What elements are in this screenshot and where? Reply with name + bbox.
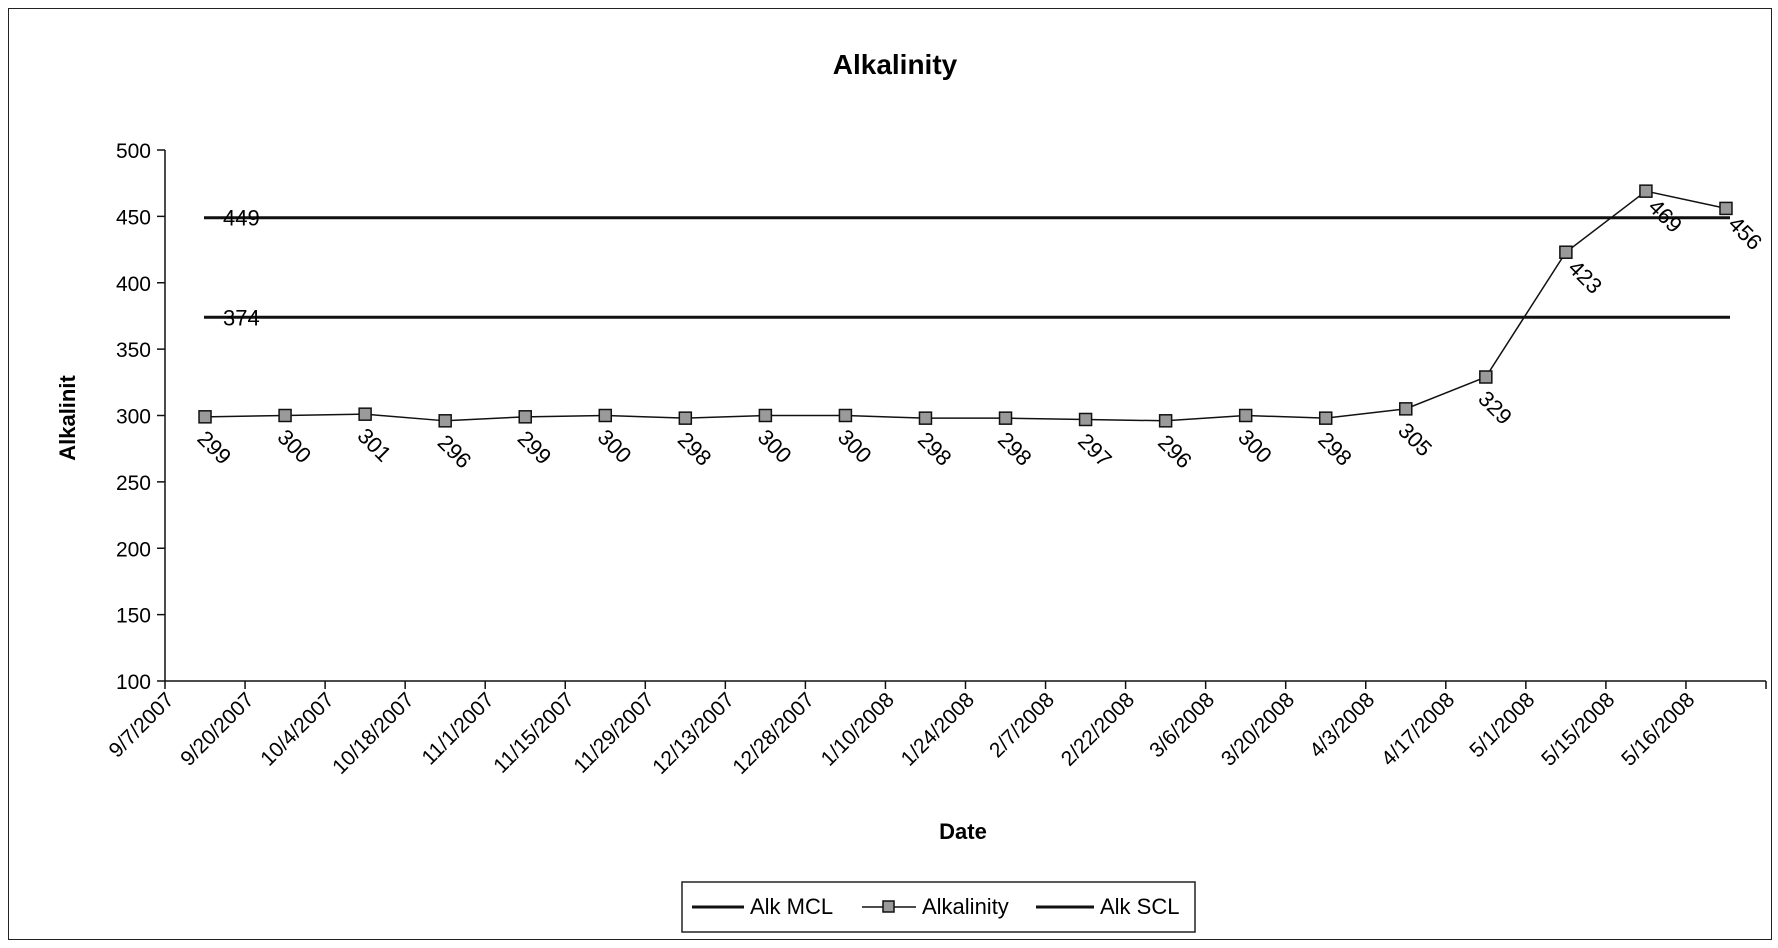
y-tick-label: 450 bbox=[116, 206, 151, 229]
alkalinity-marker bbox=[1480, 371, 1492, 383]
legend-label-alk-scl: Alk SCL bbox=[1100, 894, 1179, 919]
x-tick-label: 3/20/2008 bbox=[1217, 688, 1299, 770]
alkalinity-data-label: 423 bbox=[1563, 255, 1607, 299]
x-tick-label: 12/13/2007 bbox=[648, 688, 739, 779]
alkalinity-data-label: 300 bbox=[833, 424, 877, 468]
x-tick-label: 2/22/2008 bbox=[1057, 688, 1139, 770]
legend-marker-alkalinity bbox=[883, 901, 894, 912]
alkalinity-marker bbox=[839, 410, 851, 422]
alkalinity-marker bbox=[1000, 412, 1012, 424]
alkalinity-data-label: 329 bbox=[1473, 386, 1517, 430]
y-tick-label: 100 bbox=[116, 671, 151, 694]
alkalinity-data-label: 298 bbox=[1313, 427, 1357, 471]
x-tick-label: 3/6/2008 bbox=[1145, 688, 1219, 762]
alkalinity-data-label: 296 bbox=[433, 430, 477, 474]
y-tick-label: 300 bbox=[116, 406, 151, 429]
x-tick-label: 4/17/2008 bbox=[1377, 688, 1459, 770]
alkalinity-series: 299 300 301 296 299 300 298 300 300 298 298 297 296 3… bbox=[193, 185, 1768, 473]
alkalinity-marker bbox=[1560, 246, 1572, 258]
alkalinity-marker bbox=[679, 412, 691, 424]
alkalinity-marker bbox=[279, 410, 291, 422]
x-tick-label: 11/1/2007 bbox=[418, 688, 499, 769]
alkalinity-data-label: 299 bbox=[513, 426, 557, 470]
alkalinity-marker bbox=[919, 412, 931, 424]
alkalinity-marker bbox=[199, 411, 211, 423]
alkalinity-data-label: 296 bbox=[1153, 430, 1197, 474]
x-tick-label: 5/15/2008 bbox=[1537, 688, 1619, 770]
alkalinity-data-label: 298 bbox=[913, 427, 957, 471]
alkalinity-marker bbox=[1240, 410, 1252, 422]
alkalinity-data-label: 298 bbox=[993, 427, 1037, 471]
alkalinity-data-label: 297 bbox=[1073, 428, 1117, 472]
chart-title: Alkalinity bbox=[833, 49, 958, 80]
legend-label-alkalinity: Alkalinity bbox=[922, 894, 1009, 919]
alkalinity-marker bbox=[1640, 185, 1652, 197]
x-tick-label: 1/24/2008 bbox=[897, 688, 979, 770]
alkalinity-data-label: 299 bbox=[193, 426, 237, 470]
reference-lines: 449 374 bbox=[204, 206, 1730, 331]
legend: Alk MCL Alkalinity Alk SCL bbox=[682, 882, 1195, 932]
alkalinity-data-label: 456 bbox=[1723, 211, 1767, 255]
alkalinity-data-label: 305 bbox=[1393, 418, 1437, 462]
x-tick-label: 12/28/2007 bbox=[728, 688, 819, 779]
x-tick-label: 9/7/2007 bbox=[104, 688, 178, 762]
x-tick-label: 10/4/2007 bbox=[256, 688, 338, 770]
alkalinity-data-label: 300 bbox=[753, 424, 797, 468]
alkalinity-line bbox=[205, 191, 1726, 421]
alkalinity-marker bbox=[759, 410, 771, 422]
alkalinity-data-label: 300 bbox=[273, 424, 317, 468]
alkalinity-data-label: 298 bbox=[673, 427, 717, 471]
alk-mcl-data-label: 449 bbox=[223, 206, 260, 231]
y-tick-label: 150 bbox=[116, 605, 151, 628]
alkalinity-marker bbox=[599, 410, 611, 422]
x-tick-label: 4/3/2008 bbox=[1305, 688, 1379, 762]
y-tick-label: 350 bbox=[116, 339, 151, 362]
alkalinity-marker bbox=[1400, 403, 1412, 415]
alkalinity-data-label: 469 bbox=[1643, 194, 1687, 238]
x-tick-label: 5/16/2008 bbox=[1617, 688, 1699, 770]
alkalinity-data-label: 300 bbox=[593, 424, 637, 468]
x-tick-label: 9/20/2007 bbox=[176, 688, 258, 770]
x-axis-title: Date bbox=[939, 819, 987, 844]
y-tick-label: 500 bbox=[116, 140, 151, 163]
x-tick-label: 2/7/2008 bbox=[985, 688, 1059, 762]
legend-label-alk-mcl: Alk MCL bbox=[750, 894, 833, 919]
x-tick-label: 11/29/2007 bbox=[569, 688, 658, 777]
alkalinity-marker bbox=[359, 408, 371, 420]
alkalinity-marker bbox=[1080, 413, 1092, 425]
alkalinity-data-label: 300 bbox=[1233, 424, 1277, 468]
y-axis-title: Alkalinit bbox=[55, 375, 80, 461]
x-tick-label: 5/1/2008 bbox=[1465, 688, 1539, 762]
alkalinity-marker bbox=[439, 415, 451, 427]
alkalinity-marker bbox=[1320, 412, 1332, 424]
y-tick-label: 400 bbox=[116, 273, 151, 296]
alkalinity-marker bbox=[1160, 415, 1172, 427]
alk-scl-data-label: 374 bbox=[223, 305, 260, 330]
y-tick-label: 250 bbox=[116, 472, 151, 495]
x-tick-label: 10/18/2007 bbox=[328, 688, 419, 779]
x-tick-label: 1/10/2008 bbox=[817, 688, 899, 770]
x-tick-label: 11/15/2007 bbox=[489, 688, 578, 777]
alkalinity-marker bbox=[519, 411, 531, 423]
y-tick-label: 200 bbox=[116, 538, 151, 561]
alkalinity-marker bbox=[1720, 202, 1732, 214]
alkalinity-data-label: 301 bbox=[353, 423, 397, 467]
